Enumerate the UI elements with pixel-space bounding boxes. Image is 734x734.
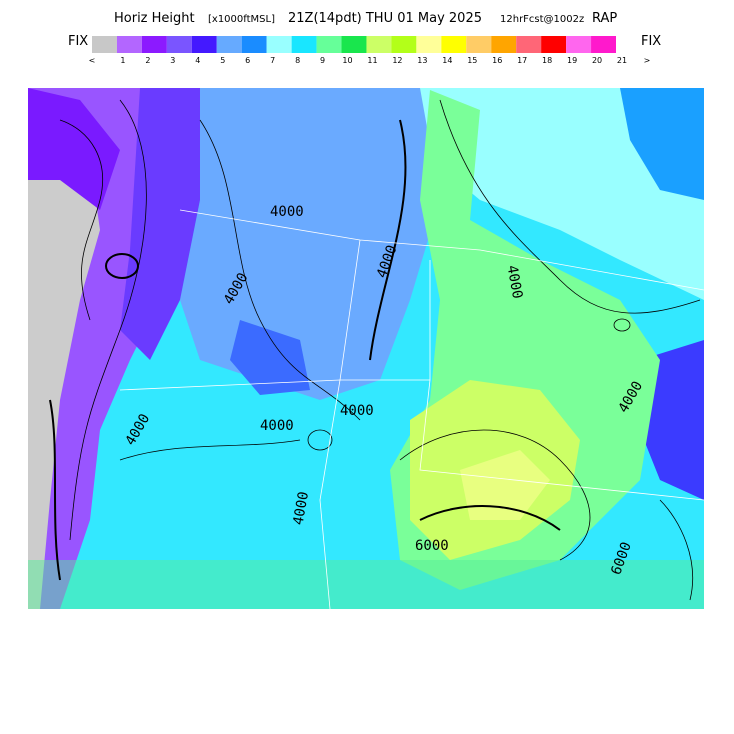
region	[460, 450, 550, 520]
color-box	[141, 36, 167, 53]
color-box	[566, 36, 592, 53]
color-box	[316, 36, 342, 53]
color-label: <	[89, 56, 96, 65]
color-label: 14	[442, 56, 452, 65]
color-box	[92, 36, 117, 53]
contour-label: 4000	[340, 403, 374, 419]
region	[28, 88, 704, 300]
color-box	[241, 36, 267, 53]
fix-right: FIX	[641, 34, 661, 49]
contour-label: 4000	[504, 264, 526, 300]
contour-label: 4000	[270, 204, 304, 220]
color-label: 21	[617, 56, 627, 65]
color-box	[291, 36, 317, 53]
model: RAP	[592, 11, 617, 26]
color-label: 11	[367, 56, 377, 65]
color-label: 16	[492, 56, 502, 65]
color-label: 8	[295, 56, 300, 65]
region	[120, 88, 200, 360]
color-label: 12	[392, 56, 402, 65]
color-label: 15	[467, 56, 477, 65]
color-box	[191, 36, 217, 53]
contour-label: 4000	[291, 490, 313, 526]
color-box	[266, 36, 292, 53]
color-label: 18	[542, 56, 552, 65]
color-label: 9	[320, 56, 325, 65]
region	[230, 320, 310, 395]
contour-label: 4000	[260, 418, 294, 434]
color-box	[591, 36, 616, 53]
color-box	[216, 36, 242, 53]
color-label: 19	[567, 56, 577, 65]
colorbar: FIX FIX <1 2 3 4 5 6 7 8 9 10 11 12 13 14 15 16 17 18 19 20…	[68, 34, 661, 65]
color-box	[116, 36, 142, 53]
valid-time: 21Z(14pdt) THU 01 May 2025	[288, 11, 482, 26]
color-label: 10	[342, 56, 352, 65]
ocean-mask	[28, 130, 100, 609]
color-box	[416, 36, 442, 53]
color-box	[341, 36, 367, 53]
color-label: 17	[517, 56, 527, 65]
color-label: 7	[270, 56, 275, 65]
color-label: >	[644, 56, 651, 65]
color-box	[441, 36, 467, 53]
color-box	[366, 36, 392, 53]
forecast: 12hrFcst@1002z	[500, 14, 584, 25]
fix-left: FIX	[68, 34, 88, 49]
region	[28, 560, 704, 609]
color-label: 3	[170, 56, 175, 65]
color-label: 6	[245, 56, 250, 65]
color-label: 20	[592, 56, 602, 65]
color-box	[166, 36, 192, 53]
color-label: 2	[145, 56, 150, 65]
color-box	[516, 36, 542, 53]
color-box	[541, 36, 567, 53]
color-box	[466, 36, 492, 53]
units: [x1000ftMSL]	[208, 14, 275, 25]
color-label: 4	[195, 56, 200, 65]
title: Horiz Height	[114, 11, 195, 26]
color-label: 13	[417, 56, 427, 65]
color-box	[391, 36, 417, 53]
header: Horiz Height [x1000ftMSL] 21Z(14pdt) THU…	[114, 11, 617, 26]
region	[620, 88, 704, 200]
region	[28, 88, 120, 210]
color-label: 1	[120, 56, 125, 65]
contour-label: 6000	[415, 538, 449, 554]
color-box	[491, 36, 517, 53]
color-label: 5	[220, 56, 225, 65]
map: 4000 4000 4000 4000 4000 4000 4000 4000 …	[28, 88, 704, 609]
